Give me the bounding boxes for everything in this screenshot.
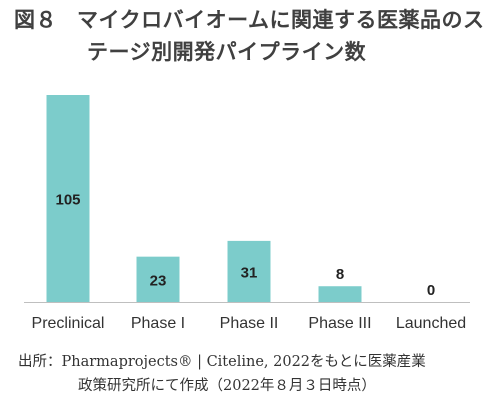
tick-label-preclinical: Preclinical bbox=[32, 315, 105, 332]
chart-title: 図８ マイクロバイオームに関連する医薬品のス テージ別開発パイプライン数 bbox=[14, 4, 494, 68]
title-line-2: テージ別開発パイプライン数 bbox=[87, 40, 367, 64]
tick-labels-group: Preclinical Phase I Phase II Phase III Launc… bbox=[32, 315, 467, 332]
bar-preclinical bbox=[46, 95, 90, 302]
source-line-2: 政策研究所にて作成（2022年８月３日時点） bbox=[78, 378, 376, 394]
value-label-phase-ii: 31 bbox=[241, 264, 258, 281]
bars-group bbox=[46, 95, 362, 302]
tick-label-launched: Launched bbox=[396, 315, 466, 332]
tick-label-phase-ii: Phase II bbox=[220, 315, 279, 332]
source-note: 出所：Pharmaprojects® | Citeline, 2022をもとに医… bbox=[18, 350, 498, 398]
value-label-phase-iii: 8 bbox=[336, 266, 344, 283]
value-label-phase-i: 23 bbox=[150, 272, 167, 289]
bar-phase-iii bbox=[318, 286, 362, 302]
source-line-1: 出所：Pharmaprojects® | Citeline, 2022をもとに医… bbox=[18, 354, 426, 370]
bar-phase-i bbox=[136, 256, 180, 302]
value-label-launched: 0 bbox=[427, 282, 435, 299]
title-line-1: マイクロバイオームに関連する医薬品のス bbox=[77, 8, 485, 32]
figure-number: 図８ bbox=[14, 8, 57, 32]
tick-label-phase-iii: Phase III bbox=[308, 315, 371, 332]
bar-phase-ii bbox=[227, 240, 271, 302]
tick-label-phase-i: Phase I bbox=[131, 315, 185, 332]
value-labels-group: 105 23 31 8 0 bbox=[55, 192, 435, 300]
value-label-preclinical: 105 bbox=[55, 192, 80, 209]
